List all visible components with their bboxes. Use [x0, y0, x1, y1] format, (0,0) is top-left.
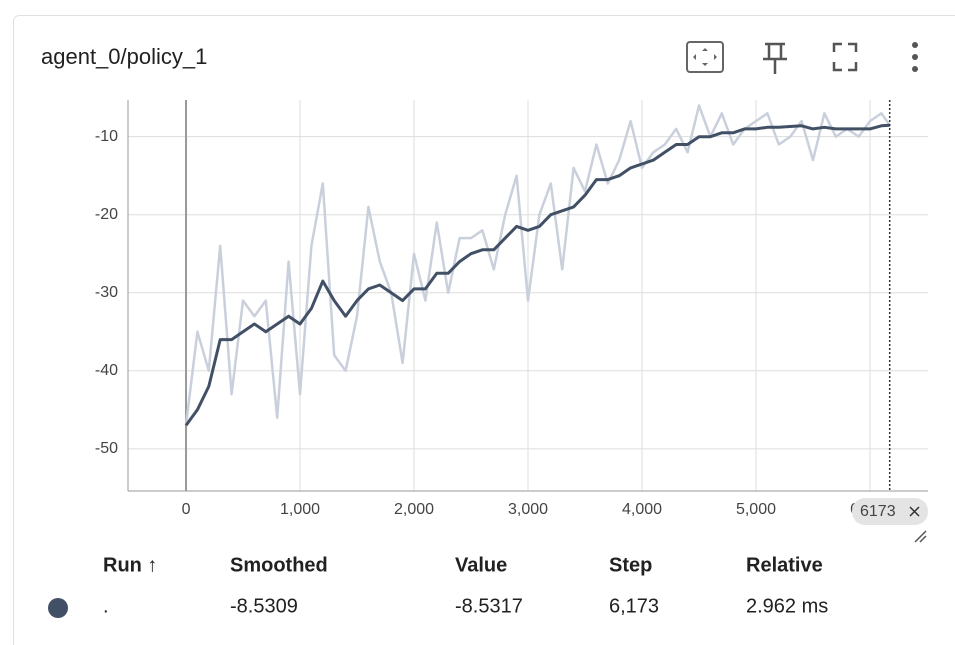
table-cell: 2.962 ms	[746, 595, 828, 617]
x-tick-label: 2,000	[394, 501, 434, 518]
x-tick-label: 0	[182, 501, 191, 518]
table-header[interactable]: Relative	[746, 554, 823, 576]
table-header[interactable]: Step	[609, 554, 652, 576]
fit-button[interactable]	[686, 41, 724, 73]
cursor-chip-close[interactable]	[909, 506, 920, 517]
table-header[interactable]: Value	[455, 554, 507, 576]
cursor-chip	[852, 498, 928, 525]
table-header[interactable]: Run ↑	[103, 554, 157, 576]
x-tick-label: 1,000	[280, 501, 320, 518]
cursor-chip-label: 6173	[860, 503, 896, 520]
y-tick-label: -40	[95, 362, 118, 379]
y-tick-label: -10	[95, 128, 118, 145]
pin-button[interactable]	[763, 42, 787, 74]
table-cell: -8.5309	[230, 595, 298, 617]
y-tick-label: -50	[95, 440, 118, 457]
fullscreen-button[interactable]	[832, 42, 858, 72]
table-header[interactable]: Smoothed	[230, 554, 328, 576]
x-tick-label: 3,000	[508, 501, 548, 518]
x-tick-label: 5,000	[736, 501, 776, 518]
table-cell: 6,173	[609, 595, 659, 617]
menu-button[interactable]	[912, 42, 918, 72]
y-tick-label: -20	[95, 206, 118, 223]
resize-handle[interactable]	[914, 530, 927, 543]
card-frame	[13, 15, 955, 645]
raw-line	[184, 104, 891, 426]
smoothed-line	[184, 123, 890, 427]
run-color-dot	[48, 598, 68, 618]
x-tick-label: 4,000	[622, 501, 662, 518]
plot: -50 -40 -30 -20 -10 0 1,000 2,000 3,000 4,000 5,00…	[95, 100, 928, 525]
table-cell: .	[103, 595, 109, 617]
table-cell: -8.5317	[455, 595, 523, 617]
table: Run ↑ Smoothed Value Step Relative. -8.5309 -8…	[48, 554, 828, 618]
card-title: agent_0/policy_1	[41, 44, 207, 69]
y-tick-label: -30	[95, 284, 118, 301]
